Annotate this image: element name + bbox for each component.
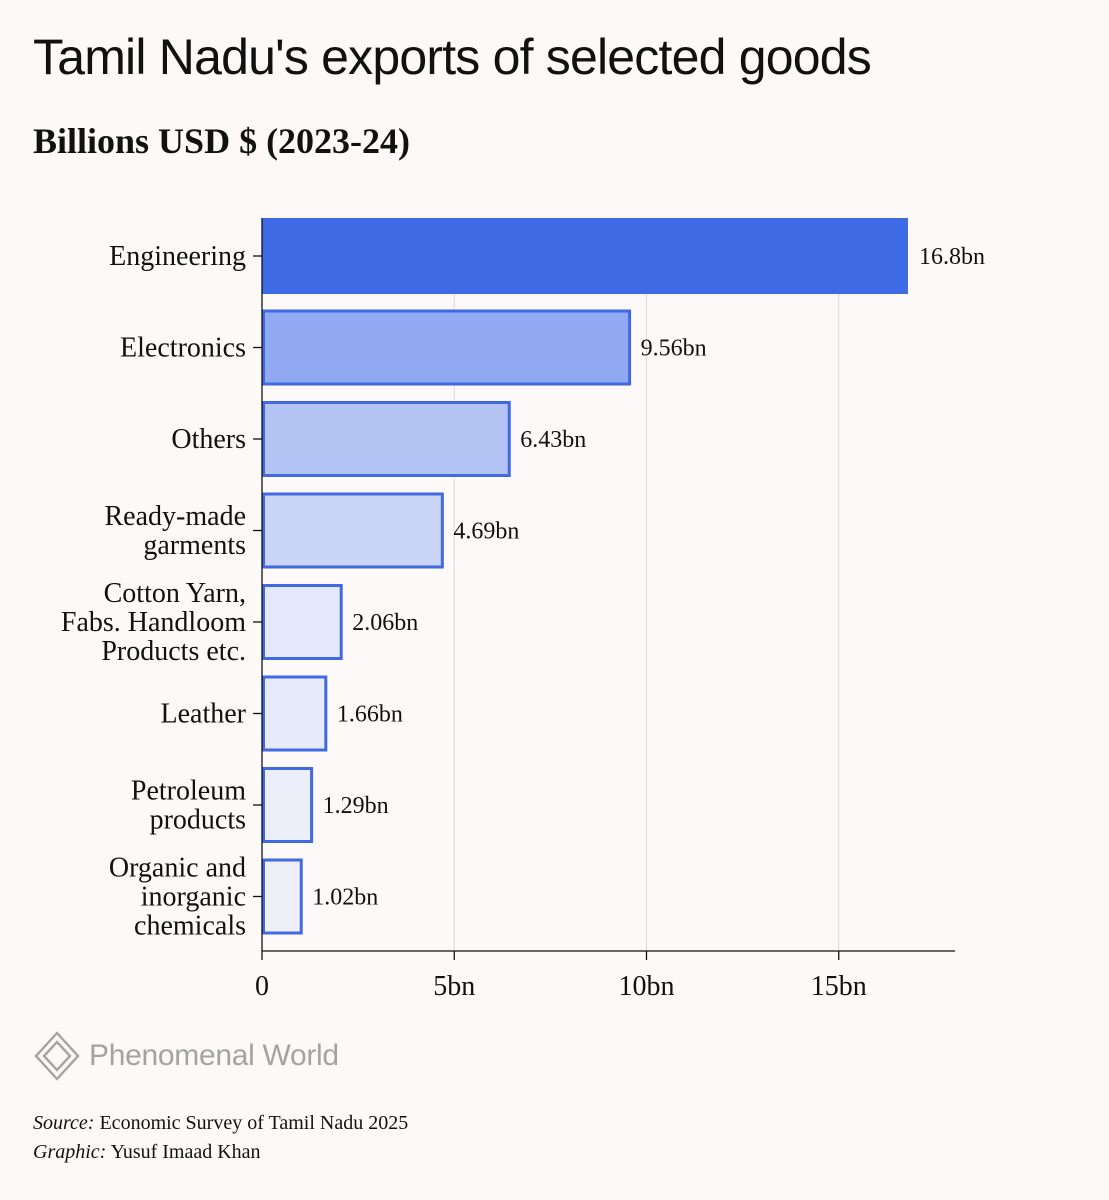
category-label: Leather bbox=[161, 699, 247, 730]
category-label: Petroleum products bbox=[131, 776, 246, 836]
value-label: 1.29bn bbox=[323, 793, 389, 819]
bar bbox=[262, 767, 314, 843]
graphic-text: Yusuf Imaad Khan bbox=[110, 1141, 261, 1163]
bar bbox=[262, 218, 908, 294]
value-label: 2.06bn bbox=[352, 610, 418, 636]
bar bbox=[262, 584, 343, 660]
bar bbox=[262, 309, 632, 386]
category-label: Cotton Yarn, Fabs. Handloom Products etc. bbox=[61, 578, 246, 667]
brand: Phenomenal World bbox=[33, 1030, 339, 1082]
x-tick-label: 10bn bbox=[619, 971, 675, 1002]
value-label: 9.56bn bbox=[641, 336, 707, 362]
source-label: Source: bbox=[33, 1112, 95, 1134]
bar bbox=[262, 675, 328, 752]
source-text: Economic Survey of Tamil Nadu 2025 bbox=[99, 1112, 409, 1134]
bars bbox=[262, 218, 908, 935]
graphic-credit: Graphic: Yusuf Imaad Khan bbox=[33, 1141, 261, 1164]
chart-title: Tamil Nadu's exports of selected goods bbox=[33, 29, 872, 85]
x-tick-label: 0 bbox=[255, 971, 269, 1002]
diamond-logo-icon bbox=[34, 1031, 80, 1081]
value-label: 6.43bn bbox=[520, 427, 586, 453]
axes bbox=[253, 218, 955, 960]
x-tick-label: 5bn bbox=[433, 971, 475, 1002]
brand-name: Phenomenal World bbox=[89, 1039, 339, 1072]
chart-subtitle: Billions USD $ (2023-24) bbox=[33, 121, 411, 161]
value-label: 1.66bn bbox=[337, 702, 403, 728]
graphic-label: Graphic: bbox=[33, 1141, 107, 1163]
value-label: 1.02bn bbox=[312, 885, 378, 911]
bar bbox=[262, 401, 511, 477]
x-tick-label: 15bn bbox=[811, 971, 867, 1002]
category-label: Engineering bbox=[109, 241, 246, 272]
category-label: Electronics bbox=[120, 333, 246, 364]
bar bbox=[262, 492, 444, 569]
category-label: Ready-made garments bbox=[105, 501, 247, 561]
value-label: 16.8bn bbox=[919, 244, 985, 270]
source-credit: Source: Economic Survey of Tamil Nadu 20… bbox=[33, 1112, 408, 1135]
bar bbox=[262, 858, 303, 935]
category-label: Organic and inorganic chemicals bbox=[109, 853, 246, 942]
category-label: Others bbox=[171, 424, 246, 455]
value-label: 4.69bn bbox=[453, 519, 519, 545]
labels: 16.8bn Engineering 9.56bn Electronics 6.43bn… bbox=[61, 241, 985, 1002]
